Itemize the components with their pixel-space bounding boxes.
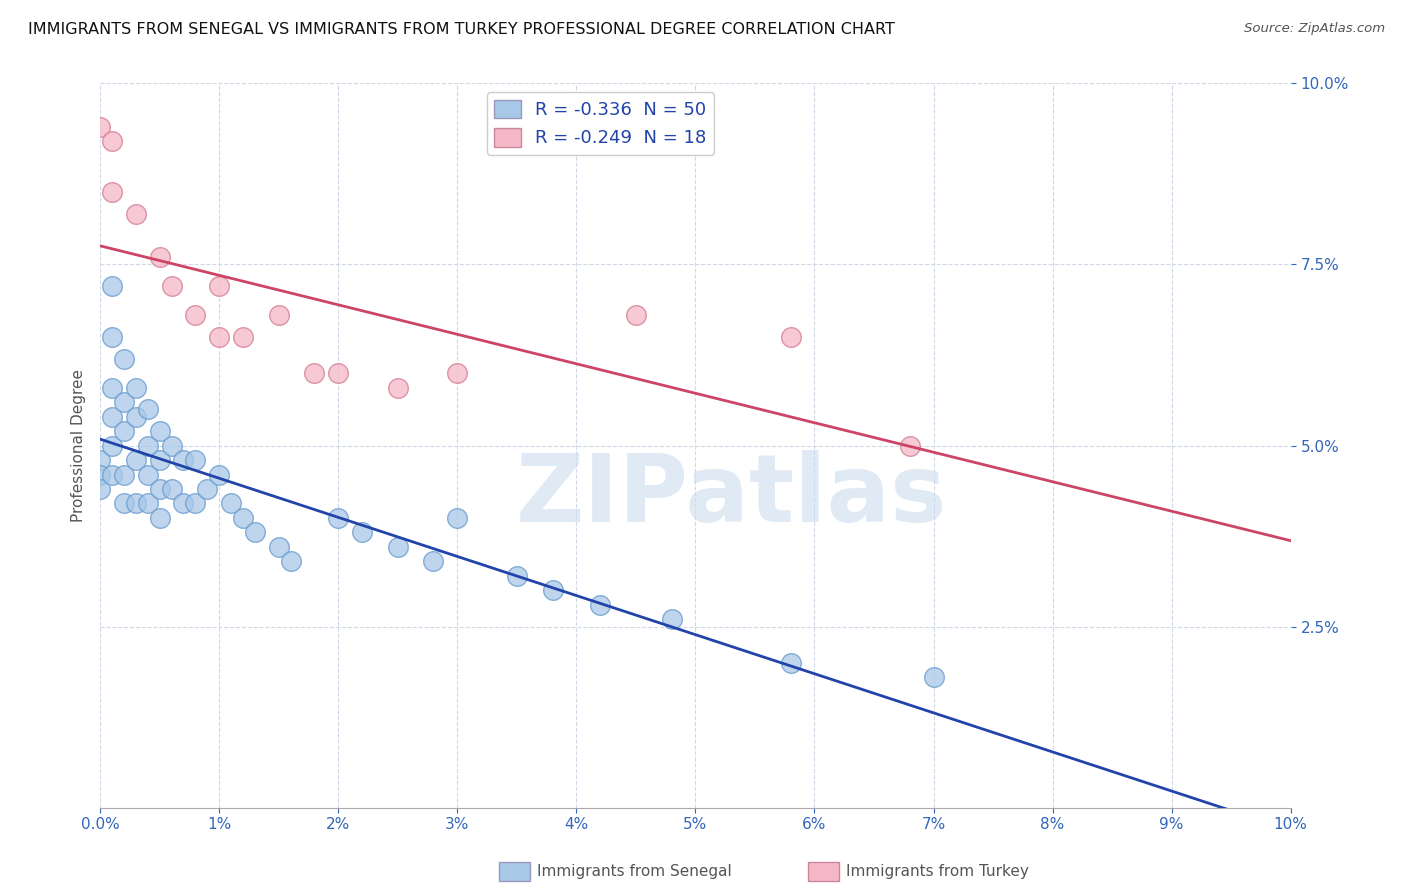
- Point: [136, 496, 159, 510]
- Point: [243, 525, 266, 540]
- Text: Source: ZipAtlas.com: Source: ZipAtlas.com: [1244, 22, 1385, 36]
- Point: [112, 351, 135, 366]
- Point: [149, 250, 172, 264]
- Text: Immigrants from Turkey: Immigrants from Turkey: [846, 864, 1029, 879]
- Text: ZIPatlas: ZIPatlas: [516, 450, 946, 542]
- Point: [160, 439, 183, 453]
- Point: [172, 496, 194, 510]
- Point: [125, 496, 148, 510]
- Point: [101, 381, 124, 395]
- Y-axis label: Professional Degree: Professional Degree: [72, 369, 86, 522]
- Point: [898, 439, 921, 453]
- Point: [922, 670, 945, 684]
- Point: [125, 381, 148, 395]
- Point: [280, 554, 302, 568]
- Point: [184, 308, 207, 322]
- Point: [136, 439, 159, 453]
- Point: [267, 540, 290, 554]
- Point: [101, 439, 124, 453]
- Point: [125, 207, 148, 221]
- Point: [232, 511, 254, 525]
- Point: [89, 120, 111, 134]
- Point: [232, 330, 254, 344]
- Point: [101, 467, 124, 482]
- Point: [446, 366, 468, 380]
- Point: [101, 330, 124, 344]
- Point: [422, 554, 444, 568]
- Point: [328, 366, 350, 380]
- Point: [101, 279, 124, 293]
- Point: [624, 308, 647, 322]
- Point: [89, 482, 111, 496]
- Point: [208, 279, 231, 293]
- Point: [112, 424, 135, 438]
- Point: [267, 308, 290, 322]
- Point: [541, 583, 564, 598]
- Point: [387, 381, 409, 395]
- Point: [136, 402, 159, 417]
- Point: [446, 511, 468, 525]
- Point: [101, 185, 124, 199]
- Point: [112, 496, 135, 510]
- Point: [184, 496, 207, 510]
- Point: [304, 366, 326, 380]
- Text: IMMIGRANTS FROM SENEGAL VS IMMIGRANTS FROM TURKEY PROFESSIONAL DEGREE CORRELATIO: IMMIGRANTS FROM SENEGAL VS IMMIGRANTS FR…: [28, 22, 896, 37]
- Point: [219, 496, 242, 510]
- Legend: R = -0.336  N = 50, R = -0.249  N = 18: R = -0.336 N = 50, R = -0.249 N = 18: [486, 93, 714, 154]
- Point: [208, 467, 231, 482]
- Point: [328, 511, 350, 525]
- Point: [101, 409, 124, 424]
- Point: [89, 467, 111, 482]
- Point: [184, 453, 207, 467]
- Point: [149, 453, 172, 467]
- Point: [89, 453, 111, 467]
- Point: [387, 540, 409, 554]
- Point: [125, 453, 148, 467]
- Point: [125, 409, 148, 424]
- Point: [101, 134, 124, 148]
- Point: [779, 656, 801, 670]
- Point: [506, 569, 529, 583]
- Point: [149, 511, 172, 525]
- Point: [661, 612, 683, 626]
- Point: [589, 598, 612, 612]
- Point: [149, 482, 172, 496]
- Point: [195, 482, 218, 496]
- Point: [779, 330, 801, 344]
- Point: [112, 467, 135, 482]
- Text: Immigrants from Senegal: Immigrants from Senegal: [537, 864, 733, 879]
- Point: [149, 424, 172, 438]
- Point: [172, 453, 194, 467]
- Point: [136, 467, 159, 482]
- Point: [160, 482, 183, 496]
- Point: [352, 525, 374, 540]
- Point: [160, 279, 183, 293]
- Point: [208, 330, 231, 344]
- Point: [112, 395, 135, 409]
